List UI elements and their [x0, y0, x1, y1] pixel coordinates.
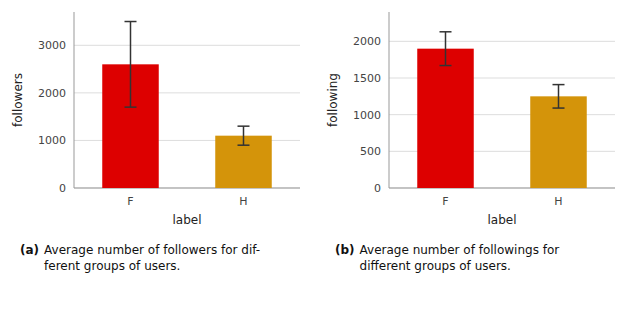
- x-axis-label: label: [172, 213, 201, 227]
- error-cap: [238, 144, 250, 146]
- caption-line: Average number of followings for: [360, 243, 560, 257]
- error-bar: [125, 22, 137, 108]
- x-tick-label: F: [127, 195, 133, 208]
- y-tick-label: 0: [374, 182, 381, 195]
- y-tick-label: 1000: [38, 134, 66, 147]
- error-cap: [440, 65, 452, 67]
- y-tick-label: 1500: [353, 72, 381, 85]
- marks: [417, 32, 587, 188]
- x-tick-label: F: [442, 195, 448, 208]
- y-tick-label: 500: [360, 145, 381, 158]
- error-cap: [553, 84, 565, 86]
- grid-line: [389, 41, 615, 42]
- caption-line: Average number of followers for dif-: [44, 243, 260, 257]
- error-cap: [125, 21, 137, 23]
- error-stem: [243, 126, 245, 145]
- caption: Average number of followers for dif-fere…: [44, 243, 260, 273]
- error-cap: [125, 106, 137, 108]
- caption-line: different groups of users.: [360, 259, 511, 273]
- y-axis-line: [74, 12, 75, 188]
- error-bar: [238, 126, 250, 145]
- error-cap: [553, 107, 565, 109]
- caption-line: ferent groups of users.: [44, 259, 180, 273]
- chart-root: 0 1000 2000 3000 F Hlabel followers (a) Average …: [0, 0, 640, 312]
- y-axis-label: followers: [11, 73, 25, 127]
- caption-label: (a): [20, 243, 39, 257]
- grid-line: [74, 45, 300, 46]
- bar: [530, 96, 587, 188]
- y-tick-label: 2000: [353, 35, 381, 48]
- y-tick-label: 3000: [38, 39, 66, 52]
- y-tick-label: 1000: [353, 109, 381, 122]
- marks: [102, 22, 272, 188]
- x-axis-label: label: [487, 213, 516, 227]
- error-cap: [440, 31, 452, 33]
- error-stem: [558, 85, 560, 108]
- panel: 0 1000 2000 3000 F Hlabel followers (a) Average …: [11, 12, 300, 273]
- error-bar: [553, 85, 565, 108]
- panel: 0 500 1000 1500 2000 F Hlabel following (b) Avera…: [326, 12, 615, 273]
- y-tick-label: 0: [59, 182, 66, 195]
- error-stem: [130, 22, 132, 108]
- y-tick-label: 2000: [38, 87, 66, 100]
- x-tick-label: H: [554, 195, 562, 208]
- caption-label: (b): [335, 243, 355, 257]
- y-axis-label: following: [326, 73, 340, 127]
- error-cap: [238, 125, 250, 127]
- x-tick-label: H: [239, 195, 247, 208]
- error-bar: [440, 32, 452, 66]
- caption: Average number of followings for differen…: [360, 243, 560, 273]
- error-stem: [445, 32, 447, 66]
- y-axis-line: [389, 12, 390, 188]
- bar: [417, 49, 474, 188]
